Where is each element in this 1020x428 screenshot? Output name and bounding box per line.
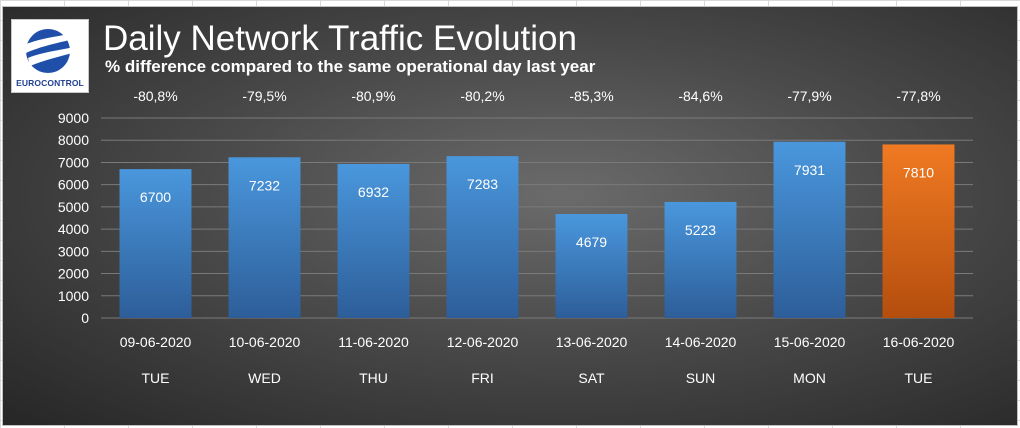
pct-change-label: -80,9% — [351, 88, 395, 104]
pct-change-label: -77,9% — [787, 88, 831, 104]
weekday-label: MON — [793, 370, 826, 386]
bar — [882, 144, 955, 318]
bar-value-label: 7283 — [467, 176, 498, 192]
x-tick-label: 12-06-2020 — [447, 334, 519, 350]
y-tick-label: 1000 — [58, 288, 89, 304]
y-tick-label: 5000 — [58, 199, 89, 215]
pct-change-label: -80,8% — [133, 88, 177, 104]
y-tick-label: 3000 — [58, 243, 89, 259]
logo-wordmark: EUROCONTROL — [16, 78, 84, 88]
bar-chart: 0 1000 2000 3000 4000 5000 6000 7000 8000 9000 670… — [58, 88, 973, 386]
y-tick-label: 0 — [81, 310, 89, 326]
x-tick-label: 14-06-2020 — [665, 334, 737, 350]
pct-change-label: -85,3% — [569, 88, 613, 104]
eurocontrol-logo: EUROCONTROL — [11, 19, 89, 93]
bar — [555, 214, 628, 318]
pct-change-label: -77,8% — [896, 88, 940, 104]
weekday-label: SAT — [578, 370, 605, 386]
bar-value-label: 4679 — [576, 234, 607, 250]
pct-change-label: -84,6% — [678, 88, 722, 104]
chart-panel: EUROCONTROL Daily Network Traffic Evolut… — [2, 6, 1018, 426]
weekday-label: THU — [359, 370, 388, 386]
x-tick-label: 09-06-2020 — [120, 334, 192, 350]
x-tick-label: 11-06-2020 — [338, 334, 409, 350]
bar-value-label: 7931 — [794, 162, 825, 178]
chart-subtitle: % difference compared to the same operat… — [105, 57, 596, 76]
bar-value-label: 7810 — [903, 164, 934, 180]
weekday-label: TUE — [905, 370, 933, 386]
y-tick-label: 6000 — [58, 177, 89, 193]
weekday-label: SUN — [686, 370, 716, 386]
y-tick-label: 4000 — [58, 221, 89, 237]
eurocontrol-emblem-icon — [22, 29, 80, 73]
bar — [773, 141, 846, 318]
pct-change-label: -79,5% — [242, 88, 286, 104]
bar — [119, 169, 192, 318]
bar — [664, 201, 737, 318]
pct-change-label: -80,2% — [460, 88, 504, 104]
bar — [337, 163, 410, 318]
y-tick-label: 2000 — [58, 266, 89, 282]
weekday-label: FRI — [471, 370, 494, 386]
y-tick-label: 9000 — [58, 110, 89, 126]
x-tick-label: 16-06-2020 — [883, 334, 955, 350]
bar-value-label: 5223 — [685, 222, 716, 238]
bar-value-label: 6932 — [358, 184, 389, 200]
bar — [446, 156, 519, 318]
x-tick-label: 15-06-2020 — [774, 334, 846, 350]
x-tick-label: 13-06-2020 — [556, 334, 628, 350]
bar-value-label: 7232 — [249, 177, 280, 193]
weekday-label: TUE — [142, 370, 170, 386]
weekday-label: WED — [248, 370, 281, 386]
y-tick-label: 8000 — [58, 132, 89, 148]
x-tick-label: 10-06-2020 — [229, 334, 301, 350]
y-tick-label: 7000 — [58, 154, 89, 170]
bar — [228, 157, 301, 318]
chart-title: Daily Network Traffic Evolution — [103, 19, 577, 58]
bar-value-label: 6700 — [140, 189, 171, 205]
